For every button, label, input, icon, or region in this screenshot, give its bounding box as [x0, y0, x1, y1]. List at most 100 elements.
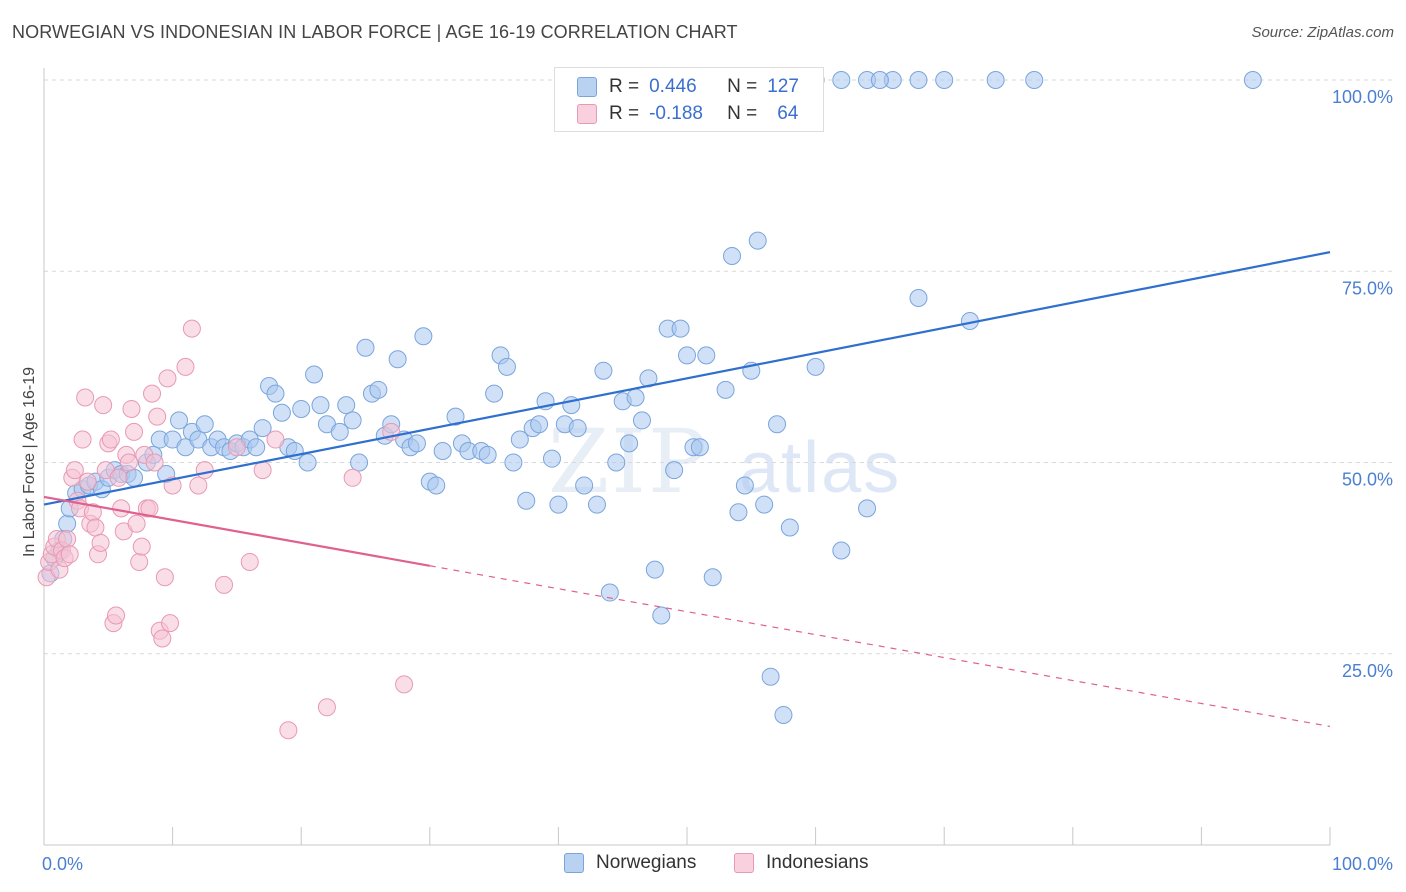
norwegian-point	[620, 434, 639, 453]
norwegian-point	[697, 346, 716, 365]
norwegian-point	[58, 514, 77, 533]
y-axis-label: In Labor Force | Age 16-19	[21, 367, 38, 557]
norwegian-point	[330, 422, 349, 441]
series-legend-norwegians[interactable]: Norwegians	[564, 852, 696, 874]
x-tick-label: 100.0%	[1332, 854, 1393, 874]
norwegian-point	[298, 453, 317, 472]
norwegians-swatch	[564, 853, 584, 873]
norwegians-label: Norwegians	[596, 852, 697, 873]
x-tick-label: 0.0%	[42, 854, 83, 874]
y-tick-label: 100.0%	[1332, 87, 1393, 107]
norwegian-point	[517, 491, 536, 510]
legend-r-value: -0.188	[649, 103, 703, 124]
chart-title: NORWEGIAN VS INDONESIAN IN LABOR FORCE |…	[12, 22, 738, 42]
indonesian-point	[127, 514, 146, 533]
indonesian-point	[143, 384, 162, 403]
norwegian-point	[575, 476, 594, 495]
indonesian-point	[76, 388, 95, 407]
indonesian-point	[107, 606, 126, 625]
trend-line-norwegians	[43, 251, 1331, 506]
norwegian-point	[369, 380, 388, 399]
norwegian-point	[870, 71, 889, 89]
norwegian-point	[388, 350, 407, 369]
norwegian-point	[530, 415, 549, 434]
norwegian-point	[703, 568, 722, 587]
norwegian-point	[311, 396, 330, 415]
y-tick-label: 25.0%	[1342, 661, 1393, 681]
watermark-atlas: atlas	[739, 428, 902, 508]
norwegian-point	[594, 361, 613, 380]
indonesian-point	[109, 468, 128, 487]
indonesian-point	[182, 319, 201, 338]
indonesian-point	[317, 698, 336, 717]
norwegian-point	[407, 434, 426, 453]
norwegian-point	[446, 407, 465, 426]
norwegian-point	[755, 495, 774, 514]
indonesian-point	[161, 614, 180, 633]
indonesian-point	[65, 461, 84, 480]
norwegian-point	[632, 411, 651, 430]
indonesian-point	[343, 468, 362, 487]
legend-swatch-indonesians	[577, 104, 597, 124]
series-legend: Norwegians Indonesians	[0, 852, 1406, 878]
indonesian-point	[215, 575, 234, 594]
indonesians-label: Indonesians	[766, 852, 869, 873]
norwegian-point	[568, 419, 587, 438]
norwegian-point	[549, 495, 568, 514]
indonesian-point	[195, 461, 214, 480]
correlation-legend: R = 0.446 N = 127 R = -0.188 N = 64	[554, 67, 824, 132]
indonesian-point	[395, 675, 414, 694]
indonesian-point	[73, 430, 92, 449]
indonesian-point	[86, 518, 105, 537]
legend-n-value: 64	[777, 103, 799, 124]
y-tick-label: 75.0%	[1342, 278, 1393, 298]
norwegian-point	[356, 338, 375, 357]
norwegian-point	[266, 384, 285, 403]
indonesian-point	[140, 499, 159, 518]
indonesian-point	[119, 453, 138, 472]
norwegian-point	[858, 499, 877, 518]
norwegian-point	[253, 419, 272, 438]
norwegian-point	[935, 71, 954, 89]
norwegian-point	[645, 560, 664, 579]
legend-n-value: 127	[767, 76, 799, 97]
indonesians-swatch	[734, 853, 754, 873]
source-credit: Source: ZipAtlas.com	[1251, 24, 1394, 41]
norwegian-point	[337, 396, 356, 415]
norwegian-point	[652, 606, 671, 625]
series-legend-indonesians[interactable]: Indonesians	[734, 852, 868, 874]
norwegian-point	[909, 71, 928, 89]
norwegian-point	[542, 449, 561, 468]
indonesian-point	[158, 369, 177, 388]
indonesian-point	[153, 629, 172, 648]
norwegian-point	[195, 415, 214, 434]
norwegian-point	[427, 476, 446, 495]
watermark: ZIP atlas	[548, 410, 901, 513]
norwegian-point	[504, 453, 523, 472]
norwegian-point	[723, 246, 742, 265]
indonesian-point	[101, 430, 120, 449]
indonesian-point	[112, 499, 131, 518]
norwegian-point	[1243, 71, 1262, 89]
indonesian-point	[189, 476, 208, 495]
norwegian-point	[600, 583, 619, 602]
legend-row-norwegians: R = 0.446 N = 127	[577, 74, 799, 100]
norwegian-point	[272, 403, 291, 422]
norwegian-point	[748, 231, 767, 250]
norwegian-point	[774, 705, 793, 724]
norwegian-point	[729, 503, 748, 522]
norwegian-point	[986, 71, 1005, 89]
norwegian-point	[170, 411, 189, 430]
norwegian-point	[485, 384, 504, 403]
indonesian-point	[58, 530, 77, 548]
norwegian-point	[665, 461, 684, 480]
norwegian-point	[305, 365, 324, 384]
norwegian-point	[497, 357, 516, 376]
norwegian-point	[832, 541, 851, 560]
indonesian-point	[155, 568, 174, 587]
trend-line-indonesians-extrapolated	[429, 565, 1331, 728]
norwegian-point	[343, 411, 362, 430]
legend-r-label: R =	[609, 103, 640, 124]
legend-n-label: N =	[727, 103, 758, 124]
indonesian-point	[176, 357, 195, 376]
